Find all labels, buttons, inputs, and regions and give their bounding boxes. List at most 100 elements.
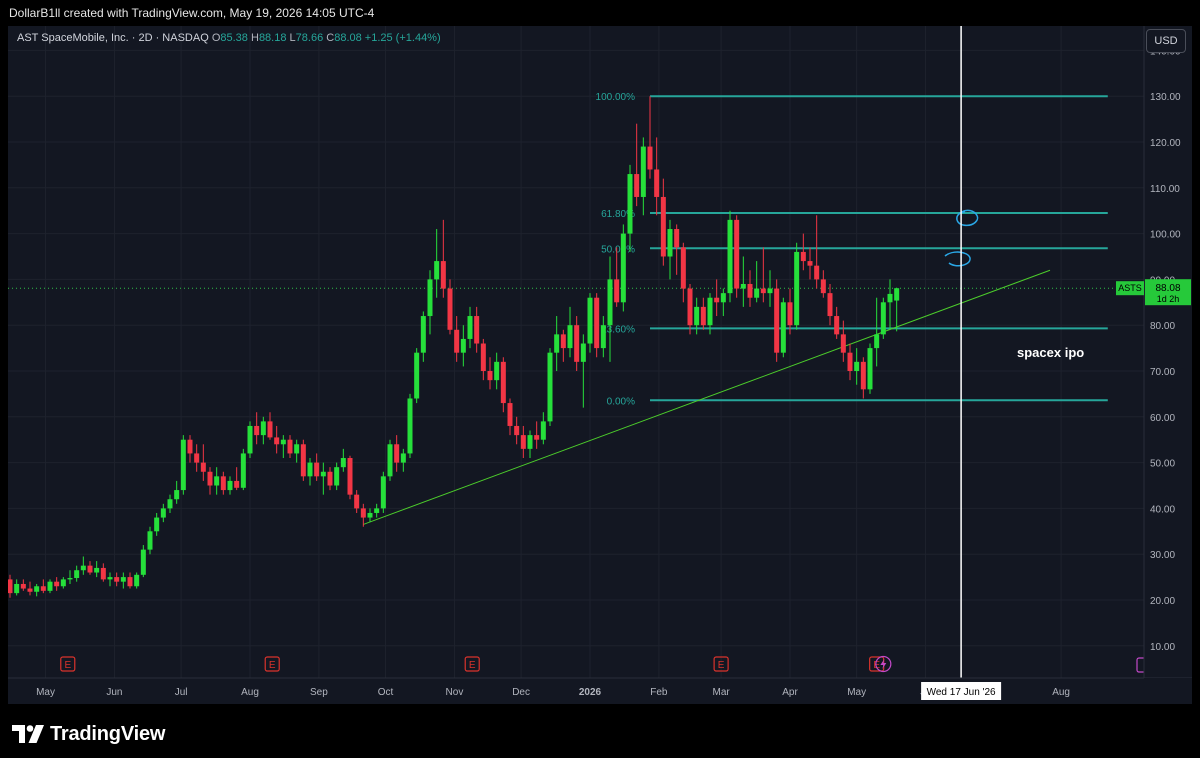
candlestick-chart[interactable]: 100.00% 61.80% 50.00% 23.60% 0.00% E E E E Espace… (8, 26, 1192, 704)
earnings-badge (264, 656, 280, 672)
tradingview-wordmark: TradingView (50, 722, 166, 745)
candle-body (660, 196, 666, 257)
candle-body (874, 334, 880, 349)
candle-body (700, 306, 706, 326)
drawn-circle (956, 209, 979, 227)
candle (594, 293, 600, 358)
candle (887, 279, 893, 330)
candle-body (607, 279, 613, 326)
candle-body (134, 574, 140, 587)
candle-body (307, 462, 313, 477)
candle-body (67, 578, 73, 580)
time-tick-label: Jun (106, 687, 122, 698)
candle (380, 471, 386, 513)
price-axis: 10.00 20.00 30.00 40.00 50.00 60.00 70.00 80.00… (1143, 26, 1192, 704)
earnings-letter: E (718, 660, 725, 671)
price-tick-label: 50.00 (1150, 459, 1175, 470)
candle (154, 512, 160, 536)
earnings-marker: E (464, 656, 480, 672)
candle-body (327, 471, 333, 486)
candle (674, 224, 680, 275)
high-label: H (250, 32, 259, 44)
candle (227, 476, 233, 495)
candle (294, 439, 300, 463)
candle-body (267, 421, 273, 438)
candle-body (720, 293, 726, 303)
candle-body (780, 302, 786, 353)
candle-body (834, 316, 840, 335)
candle (160, 503, 166, 523)
candle (880, 297, 886, 339)
candle (587, 293, 593, 353)
fib-level-label: 23.60% (601, 324, 635, 335)
candle-body (187, 439, 193, 454)
price-badge-value: 88.08 (1155, 283, 1180, 294)
candle (500, 357, 506, 413)
candle (367, 508, 373, 523)
candle (8, 574, 13, 598)
candle-body (287, 439, 293, 454)
candle (860, 357, 866, 399)
candle (747, 270, 753, 307)
candle-body (800, 251, 806, 262)
candle-body (100, 567, 106, 580)
candle (634, 123, 640, 207)
candle-body (767, 288, 773, 294)
time-axis: May Jun Jul Aug Sep Oct Nov Dec 2026 Feb Mar Apr May… (8, 677, 1192, 704)
candle-body (680, 247, 686, 289)
candle-body (827, 293, 833, 317)
symbol-title[interactable]: AST SpaceMobile, Inc. · 2D · NASDAQ (17, 32, 209, 44)
candle-body (447, 288, 453, 330)
candle-body (80, 565, 86, 571)
candle-body (154, 517, 160, 532)
candle (667, 219, 673, 280)
candle (260, 416, 266, 445)
earnings-badge (713, 656, 729, 672)
price-axis-bg (1144, 26, 1192, 704)
candle-body (734, 219, 740, 289)
time-tick-label: Oct (378, 687, 394, 698)
candle-body (460, 338, 466, 353)
candle-body (114, 577, 120, 582)
candle (54, 577, 60, 591)
tradingview-logo[interactable]: TradingView (12, 721, 165, 747)
candle-body (107, 577, 113, 580)
candle (794, 242, 800, 330)
candle (74, 565, 80, 582)
candle-body (167, 499, 173, 509)
candle (894, 287, 900, 332)
earnings-badge (464, 656, 480, 672)
candle-body (860, 361, 866, 390)
fib-level-label: 100.00% (596, 92, 636, 103)
axis-corner (1144, 678, 1192, 704)
candle-body (47, 581, 53, 591)
candle-body (600, 325, 606, 349)
lightning-icon (880, 659, 887, 669)
price-tick-label: 80.00 (1150, 321, 1175, 332)
symbol-legend: AST SpaceMobile, Inc. · 2D · NASDAQ O85.… (17, 32, 441, 44)
candle (640, 137, 646, 216)
candle-body (280, 439, 286, 445)
candle-body (654, 169, 660, 197)
candle (540, 412, 546, 445)
candles (8, 96, 900, 598)
candle (60, 577, 66, 589)
currency-button[interactable]: USD (1146, 29, 1186, 53)
time-tick-label: Dec (512, 687, 530, 698)
candle (254, 412, 260, 445)
tradingview-icon (12, 725, 44, 743)
open-value: 85.38 (220, 32, 248, 44)
price-tick-label: 120.00 (1150, 138, 1181, 149)
candle-body (694, 306, 700, 326)
candle (487, 357, 493, 390)
price-tick-label: 130.00 (1150, 92, 1181, 103)
candle (140, 545, 146, 578)
candle-body (894, 288, 900, 301)
candle-body (867, 348, 873, 390)
candle (374, 503, 380, 518)
candle-body (360, 508, 366, 518)
candle (440, 219, 446, 298)
drawn-circle (944, 251, 971, 267)
